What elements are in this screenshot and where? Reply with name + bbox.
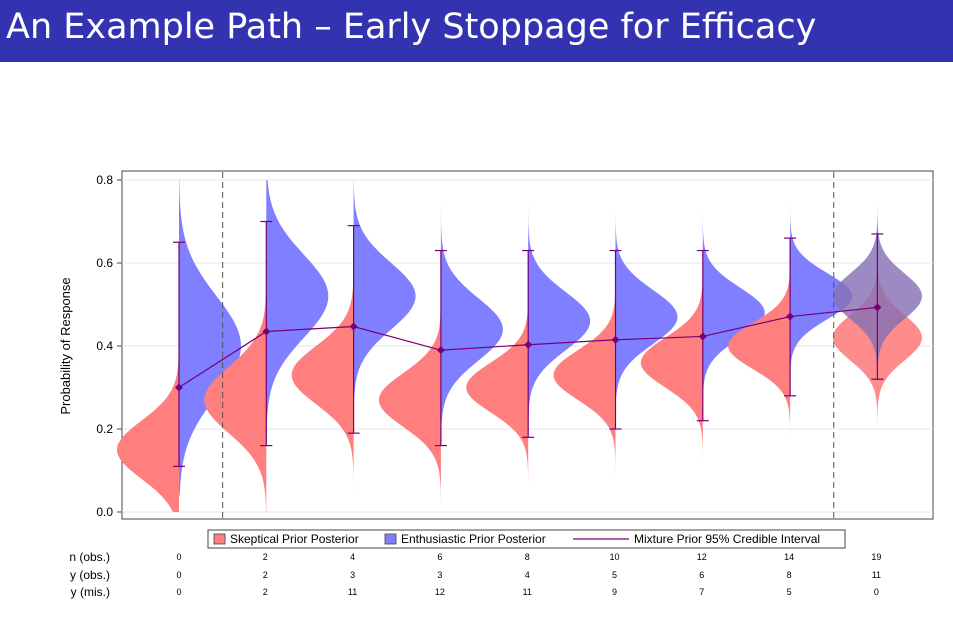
table-cell: 2 <box>263 552 268 562</box>
legend-swatch <box>213 533 226 545</box>
table-cell: 4 <box>525 570 530 580</box>
mixture-mean-point <box>349 322 358 331</box>
table-cell: 3 <box>437 570 442 580</box>
table-cell: 4 <box>350 552 355 562</box>
table-row-label: y (obs.) <box>70 568 110 582</box>
table-cell: 9 <box>612 587 617 597</box>
mixture-mean-point <box>524 340 533 349</box>
enthusiastic-half-violin <box>702 180 765 425</box>
table-row-label: y (mis.) <box>71 585 110 599</box>
enthusiastic-half-violin <box>615 180 678 429</box>
violin-chart: 0.0 0.2 0.4 0.6 0.8 Probability of Response Sk… <box>58 170 934 599</box>
enthusiastic-half-violin <box>353 180 416 438</box>
table-cell: 2 <box>263 587 268 597</box>
chart-legend: Skeptical Prior Posterior Enthusiastic Pr… <box>207 529 846 549</box>
legend-swatch <box>384 533 397 545</box>
enthusiastic-half-violin <box>790 180 853 409</box>
legend-label: Enthusiastic Prior Posterior <box>401 532 546 546</box>
enthusiastic-half-violin <box>440 180 503 446</box>
skeptical-half-violin <box>466 275 529 512</box>
enthusiastic-half-violin <box>266 180 329 463</box>
table-cell: 11 <box>523 587 532 597</box>
mixture-mean-point <box>175 383 183 392</box>
y-axis-label: Probability of Response <box>58 277 73 414</box>
mixture-mean-point <box>873 303 882 312</box>
table-cell: 0 <box>176 570 181 580</box>
legend-frame <box>207 529 846 549</box>
y-tick-label: 0.8 <box>96 173 113 187</box>
mixture-mean-point <box>611 335 620 344</box>
mixture-mean-point <box>786 312 795 321</box>
legend-label: Mixture Prior 95% Credible Interval <box>634 532 820 546</box>
table-cell: 5 <box>612 570 617 580</box>
skeptical-half-violin <box>291 233 354 512</box>
table-cell: 12 <box>697 552 707 562</box>
table-cell: 6 <box>699 570 704 580</box>
table-cell: 0 <box>874 587 879 597</box>
skeptical-half-violin <box>640 258 703 512</box>
skeptical-half-violin <box>117 296 179 512</box>
skeptical-half-violin <box>378 271 441 512</box>
table-row-label: n (obs.) <box>69 550 110 564</box>
table-cell: 10 <box>609 552 619 562</box>
slide-title: An Example Path – Early Stoppage for Eff… <box>6 7 817 47</box>
y-tick-label: 0.2 <box>96 422 113 436</box>
table-cell: 0 <box>176 587 181 597</box>
legend-label: Skeptical Prior Posterior <box>230 532 359 546</box>
y-tick-label: 0.4 <box>96 339 113 353</box>
table-cell: 7 <box>699 587 704 597</box>
table-cell: 19 <box>871 552 881 562</box>
enthusiastic-half-violin <box>179 180 241 496</box>
skeptical-half-violin <box>204 233 267 512</box>
enthusiastic-half-violin <box>528 180 591 438</box>
mixture-mean-point <box>436 346 445 355</box>
mixture-mean-point <box>698 332 707 341</box>
table-cell: 2 <box>263 570 268 580</box>
skeptical-half-violin <box>553 267 616 512</box>
table-cell: 11 <box>348 587 357 597</box>
y-tick-label: 0.0 <box>96 505 113 519</box>
mixture-mean-point <box>262 327 271 336</box>
slide-title-bar: An Example Path – Early Stoppage for Eff… <box>0 0 953 62</box>
table-cell: 3 <box>350 570 355 580</box>
table-cell: 8 <box>787 570 792 580</box>
table-cell: 0 <box>176 552 181 562</box>
table-cell: 8 <box>525 552 530 562</box>
y-tick-label: 0.6 <box>96 256 113 270</box>
skeptical-half-violin <box>728 242 791 512</box>
table-cell: 14 <box>784 552 794 562</box>
table-cell: 6 <box>437 552 442 562</box>
table-cell: 12 <box>435 587 445 597</box>
table-cell: 5 <box>787 587 792 597</box>
table-cell: 11 <box>872 570 881 580</box>
